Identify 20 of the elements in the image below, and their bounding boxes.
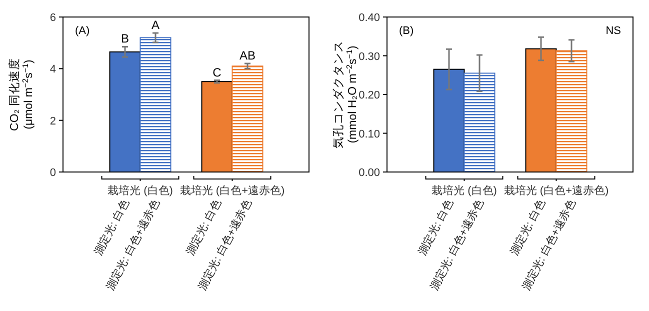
annotation: (B): [399, 25, 414, 37]
y-tick-label: 0.10: [358, 128, 380, 140]
data-label: C: [212, 65, 222, 80]
y-tick-label: 2: [50, 115, 56, 128]
data-label: B: [120, 32, 130, 46]
y-tick-label: 0.20: [358, 90, 380, 102]
y-tick-label: 0.00: [358, 167, 380, 179]
text: 栽培光 (白色+遠赤色): [180, 184, 285, 197]
annotation: NS: [606, 25, 621, 37]
y-tick-label: 4: [50, 64, 56, 76]
data-label: AB: [239, 48, 256, 62]
y-tick-label: 0.30: [358, 50, 380, 63]
annotation: (A): [75, 25, 90, 37]
y-tick-label: 0: [50, 167, 56, 179]
y-tick-label: 6: [50, 12, 56, 24]
y-tick-label: 0.40: [358, 12, 380, 24]
text: 栽培光 (白色): [432, 184, 497, 197]
text: 栽培光 (白色+遠赤色): [504, 184, 609, 197]
text: 栽培光 (白色): [108, 184, 173, 197]
data-label: A: [151, 18, 160, 32]
